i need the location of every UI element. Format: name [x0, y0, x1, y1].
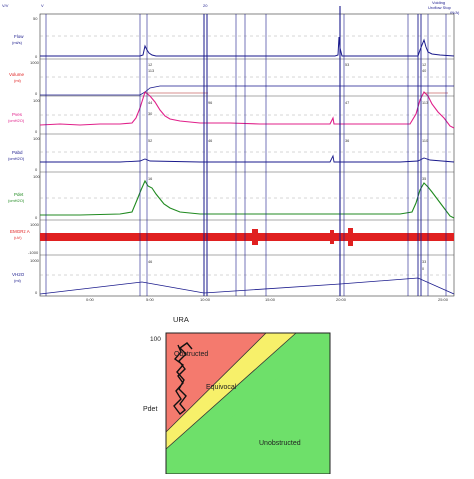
channel-vh2o-top: 1000 — [30, 258, 40, 263]
value-label: 33 — [422, 260, 426, 264]
ura-label-equivocal: Equivocal — [206, 384, 237, 391]
urodynamics-trace-panel: V/V V 20 Voiding Uroflow Stop (N/A) Flow… — [2, 0, 460, 302]
value-label: 110 — [422, 139, 428, 143]
channel-volume-top: 1000 — [30, 60, 40, 65]
channel-pabd-name: Pabd — [12, 150, 23, 155]
value-label: 46 — [208, 139, 212, 143]
marker-v: V — [41, 3, 44, 8]
emg-burst-3 — [348, 228, 353, 246]
channel-pves-bottom: 0 — [35, 129, 38, 134]
value-labels: 12 113 44 30 52 16 46 96 46 53 47 36 12 … — [148, 63, 428, 271]
value-label: 36 — [345, 139, 349, 143]
time-axis: 0:00 5:00 10:00 15:00 20:00 25:00 — [86, 297, 449, 302]
channel-emg: EMGRz A (uV) 1000 -1000 — [10, 222, 454, 256]
channel-vh2o-name: VH2O — [12, 272, 25, 277]
value-label: 113 — [148, 69, 154, 73]
time-tick: 5:00 — [146, 297, 155, 302]
channel-volume-bottom: 0 — [35, 91, 38, 96]
channel-pdet-bottom: 0 — [35, 215, 38, 220]
marker-vv: V/V — [2, 3, 9, 8]
channel-pves-top: 100 — [33, 98, 40, 103]
marker-uroflow-stop: Uroflow Stop — [428, 5, 452, 10]
channel-volume-name: Volume — [9, 72, 25, 77]
value-label: 46 — [148, 260, 152, 264]
value-label: 44 — [148, 101, 152, 105]
channel-pdet-unit: (cmH2O) — [8, 198, 25, 203]
channel-pabd-top: 100 — [33, 136, 40, 141]
value-label: 35 — [422, 177, 426, 181]
time-tick: 0:00 — [86, 297, 95, 302]
emg-burst-2 — [330, 230, 334, 244]
ura-nomogram: URA 100 Pdet Obstructed Equivocal Unobst… — [143, 315, 331, 475]
channel-flow-unit: (ml/s) — [12, 40, 23, 45]
emg-band — [40, 233, 454, 241]
channel-emg-name: EMGRz A — [10, 229, 30, 234]
value-label: 30 — [148, 112, 152, 116]
value-label: 0 — [422, 267, 424, 271]
value-label: 16 — [148, 177, 152, 181]
channel-emg-top: 1000 — [30, 222, 40, 227]
ura-nomogram-panel: URA 100 Pdet Obstructed Equivocal Unobst… — [0, 305, 474, 475]
value-label: 12 — [148, 63, 152, 67]
value-label: 53 — [345, 63, 349, 67]
channel-flow-bottom: 0 — [35, 54, 38, 59]
event-label: 20 — [203, 3, 208, 8]
ura-label-obstructed: Obstructed — [174, 351, 208, 358]
channel-volume-unit: (ml) — [14, 78, 22, 83]
marker-note: (N/A) — [450, 10, 460, 15]
ura-ylabel: Pdet — [143, 406, 157, 413]
time-tick: 20:00 — [336, 297, 347, 302]
channel-volume: Volume (ml) 1000 0 — [9, 60, 454, 97]
channel-pdet-top: 100 — [33, 174, 40, 179]
value-label: 96 — [208, 101, 212, 105]
ura-title: URA — [173, 315, 189, 324]
marker-voiding: Voiding — [432, 0, 445, 5]
value-label: 113 — [422, 101, 428, 105]
ura-pressure-flow-loop — [173, 342, 193, 415]
channel-pves-name: Pves — [12, 112, 23, 117]
channel-emg-unit: (uV) — [14, 235, 22, 240]
channel-vh2o: VH2O (ml) 1000 0 — [12, 258, 455, 295]
emg-burst-1 — [252, 229, 258, 245]
channel-pabd-bottom: 0 — [35, 167, 38, 172]
channel-flow-name: Flow — [14, 34, 24, 39]
channel-vh2o-unit: (ml) — [14, 278, 22, 283]
pdet-trace — [40, 179, 455, 219]
value-label: 52 — [148, 139, 152, 143]
time-tick: 25:00 — [438, 297, 449, 302]
event-markers — [45, 6, 447, 296]
trace-frame — [39, 13, 455, 297]
time-tick: 10:00 — [200, 297, 211, 302]
channel-emg-bottom: -1000 — [28, 250, 39, 255]
value-label: 12 — [422, 63, 426, 67]
channel-flow-top: 50 — [33, 16, 38, 21]
value-label: 47 — [345, 101, 349, 105]
vh2o-trace — [39, 277, 455, 295]
channel-vh2o-bottom: 0 — [35, 290, 38, 295]
volume-trace — [40, 85, 454, 96]
channel-pdet-name: Pdet — [14, 192, 24, 197]
ura-label-unobstructed: Unobstructed — [259, 440, 301, 447]
channel-pdet: Pdet (cmH2O) 100 0 — [8, 174, 455, 221]
value-label: 40 — [422, 69, 426, 73]
urodynamics-trace-chart: V/V V 20 Voiding Uroflow Stop (N/A) Flow… — [2, 0, 460, 302]
ura-ytick-top: 100 — [150, 336, 161, 343]
time-tick: 15:00 — [265, 297, 276, 302]
channel-pabd-unit: (cmH2O) — [8, 156, 25, 161]
channel-pves-unit: (cmH2O) — [8, 118, 25, 123]
